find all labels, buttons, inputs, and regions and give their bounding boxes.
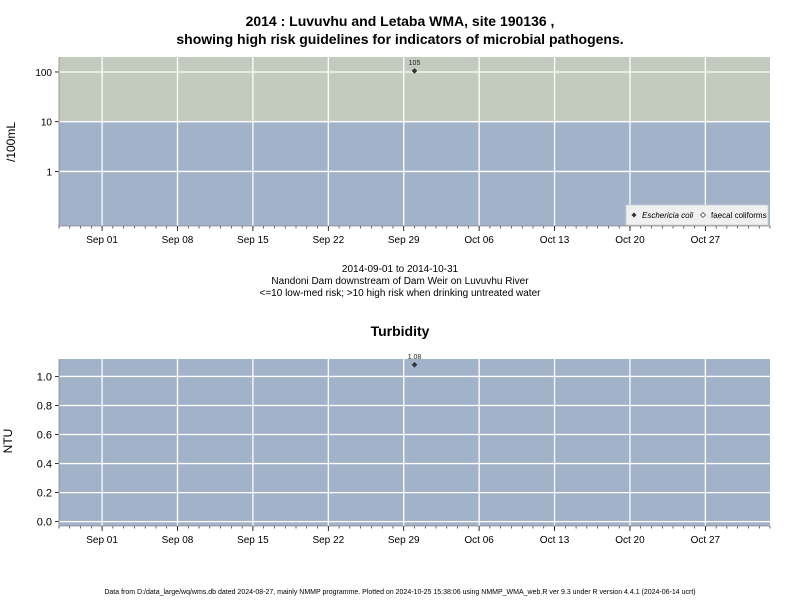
legend-marker-ecoli-icon xyxy=(631,212,637,218)
x-tick-label: Sep 01 xyxy=(86,535,118,546)
plot-background xyxy=(59,359,770,526)
chart2-turbidity-plot: 0.0 0.2 0.4 0.6 0.8 1.0 Sep 01 Sep 08 Sep 15 Sep … xyxy=(37,354,771,546)
y-tick-label: 100 xyxy=(35,68,52,79)
y-tick-label: 0.0 xyxy=(37,517,52,529)
data-label: 105 xyxy=(409,60,421,67)
y-tick-label: 1 xyxy=(46,167,52,178)
chart1-legend: Eschericia coli faecal coliforms xyxy=(625,204,769,226)
x-tick-label: Oct 20 xyxy=(615,235,645,246)
x-tick-label: Sep 29 xyxy=(388,235,420,246)
chart2-title: Turbidity xyxy=(370,323,430,339)
y-tick-label: 0.6 xyxy=(37,430,52,442)
x-tick-label: Sep 29 xyxy=(388,535,420,546)
chart1-title-line2: showing high risk guidelines for indicat… xyxy=(176,31,624,47)
x-tick-label: Oct 06 xyxy=(464,535,494,546)
y-tick-label: 10 xyxy=(41,118,53,129)
footer-note: Data from D:/data_large/wq/wms.db dated … xyxy=(104,589,696,596)
y-tick-label: 0.2 xyxy=(37,488,52,500)
x-tick-label: Sep 15 xyxy=(237,235,269,246)
x-tick-label: Oct 06 xyxy=(464,235,494,246)
x-tick-label: Sep 08 xyxy=(162,235,194,246)
x-tick-label: Sep 22 xyxy=(312,535,344,546)
y-tick-label: 0.8 xyxy=(37,400,52,412)
chart1-title-line1: 2014 : Luvuvhu and Letaba WMA, site 1901… xyxy=(245,13,555,29)
data-point xyxy=(411,362,418,368)
x-tick-label: Sep 08 xyxy=(162,535,194,546)
x-tick-label: Oct 20 xyxy=(615,535,645,546)
data-point xyxy=(411,68,418,74)
data-label: 1.08 xyxy=(408,354,422,361)
chart1-subtitle-line2: Nandoni Dam downstream of Dam Weir on Lu… xyxy=(271,276,529,287)
legend-box xyxy=(625,204,769,226)
x-tick-label: Oct 13 xyxy=(540,535,570,546)
legend-marker-faecal-icon xyxy=(700,212,706,218)
chart1-subtitle-line1: 2014-09-01 to 2014-10-31 xyxy=(341,264,459,275)
x-tick-label: Oct 27 xyxy=(691,535,721,546)
x-tick-label: Sep 22 xyxy=(312,235,344,246)
x-tick-label: Sep 15 xyxy=(237,535,269,546)
legend-label-ecoli: Eschericia coli xyxy=(642,211,693,220)
x-tick-label: Oct 27 xyxy=(691,235,721,246)
x-tick-label: Sep 01 xyxy=(86,235,118,246)
chart1-subtitle-line3: <=10 low-med risk; >10 high risk when dr… xyxy=(259,288,541,299)
x-tick-label: Oct 13 xyxy=(540,235,570,246)
y-tick-label: 1.0 xyxy=(37,371,52,383)
legend-label-faecal: faecal coliforms xyxy=(711,211,767,220)
y-tick-label: 0.4 xyxy=(37,459,52,471)
